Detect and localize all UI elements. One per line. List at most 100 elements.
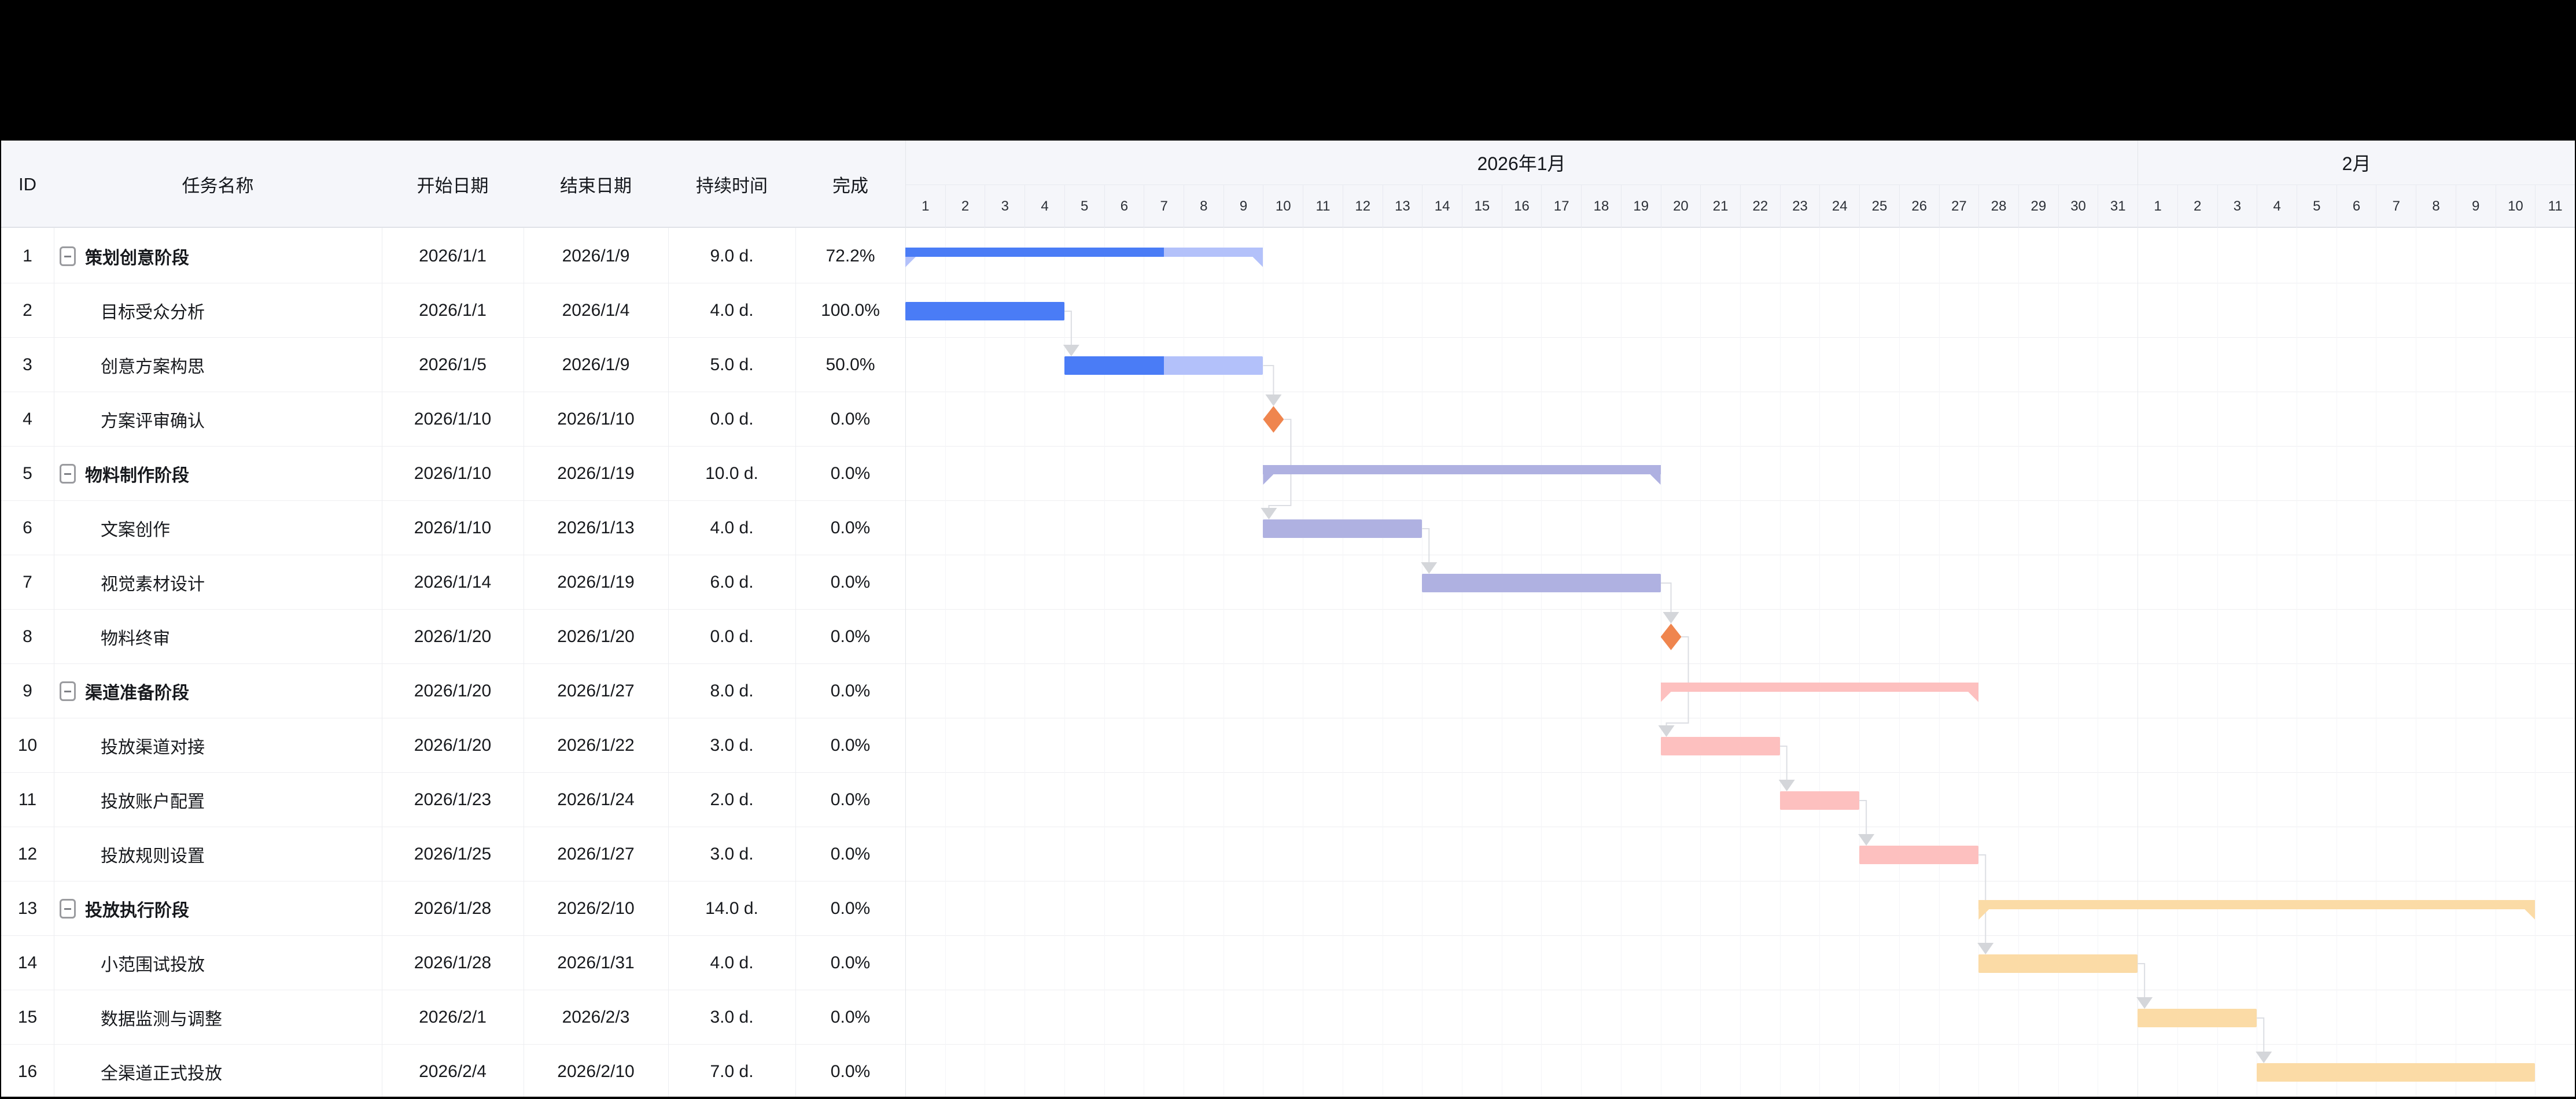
task-end-cell[interactable]: 2026/1/19: [557, 464, 635, 483]
table-row[interactable]: [1, 773, 2575, 827]
task-duration-cell[interactable]: 9.0 d.: [710, 246, 754, 265]
task-start-cell[interactable]: 2026/1/28: [414, 953, 492, 972]
task-bar[interactable]: [1422, 574, 1661, 592]
task-duration-cell[interactable]: 4.0 d.: [710, 518, 754, 537]
table-row[interactable]: [1, 338, 2575, 392]
task-duration-cell[interactable]: 7.0 d.: [710, 1062, 754, 1081]
task-percent-cell[interactable]: 50.0%: [826, 355, 875, 374]
task-name-cell[interactable]: 文案创作: [54, 501, 382, 555]
table-row[interactable]: [1, 664, 2575, 718]
task-start-cell[interactable]: 2026/1/10: [414, 464, 492, 483]
table-row[interactable]: [1, 610, 2575, 664]
task-percent-cell[interactable]: 0.0%: [830, 1008, 871, 1027]
task-start-cell[interactable]: 2026/1/25: [414, 844, 492, 864]
collapse-icon[interactable]: [60, 246, 76, 266]
summary-bar[interactable]: [1263, 465, 1661, 474]
table-row[interactable]: [1, 501, 2575, 555]
task-percent-cell[interactable]: 0.0%: [830, 681, 871, 700]
task-duration-cell[interactable]: 8.0 d.: [710, 681, 754, 700]
task-duration-cell[interactable]: 4.0 d.: [710, 953, 754, 972]
task-duration-cell[interactable]: 0.0 d.: [710, 627, 754, 646]
task-name-cell[interactable]: 目标受众分析: [54, 283, 382, 338]
table-row[interactable]: [1, 718, 2575, 773]
task-name-cell[interactable]: 数据监测与调整: [54, 990, 382, 1045]
task-bar[interactable]: [2138, 1009, 2257, 1027]
summary-bar[interactable]: [905, 248, 1263, 257]
task-start-cell[interactable]: 2026/1/5: [419, 355, 487, 374]
task-start-cell[interactable]: 2026/2/1: [419, 1008, 487, 1027]
table-row[interactable]: [1, 283, 2575, 338]
task-duration-cell[interactable]: 14.0 d.: [705, 899, 758, 918]
task-start-cell[interactable]: 2026/1/1: [419, 301, 487, 320]
task-duration-cell[interactable]: 2.0 d.: [710, 790, 754, 809]
task-name-cell[interactable]: 物料终审: [54, 610, 382, 664]
task-bar[interactable]: [2257, 1063, 2536, 1082]
task-end-cell[interactable]: 2026/1/13: [557, 518, 635, 537]
task-end-cell[interactable]: 2026/2/3: [562, 1008, 630, 1027]
task-bar[interactable]: [1064, 356, 1263, 375]
task-bar[interactable]: [905, 302, 1064, 320]
task-duration-cell[interactable]: 3.0 d.: [710, 1008, 754, 1027]
task-percent-cell[interactable]: 0.0%: [830, 573, 871, 592]
task-end-cell[interactable]: 2026/1/31: [557, 953, 635, 972]
task-percent-cell[interactable]: 0.0%: [830, 464, 871, 483]
task-end-cell[interactable]: 2026/2/10: [557, 899, 635, 918]
task-name-cell[interactable]: 投放账户配置: [54, 773, 382, 827]
task-name-cell[interactable]: 小范围试投放: [54, 936, 382, 990]
task-bar[interactable]: [1660, 737, 1780, 755]
task-end-cell[interactable]: 2026/1/27: [557, 844, 635, 864]
task-name-cell[interactable]: 渠道准备阶段: [54, 664, 382, 718]
collapse-icon[interactable]: [60, 681, 76, 701]
task-percent-cell[interactable]: 0.0%: [830, 953, 871, 972]
task-start-cell[interactable]: 2026/1/20: [414, 681, 492, 700]
task-start-cell[interactable]: 2026/1/10: [414, 518, 492, 537]
collapse-icon[interactable]: [60, 899, 76, 919]
task-percent-cell[interactable]: 0.0%: [830, 790, 871, 809]
task-end-cell[interactable]: 2026/1/20: [557, 627, 635, 646]
task-name-cell[interactable]: 投放渠道对接: [54, 718, 382, 773]
task-end-cell[interactable]: 2026/1/9: [562, 355, 630, 374]
task-name-cell[interactable]: 投放执行阶段: [54, 882, 382, 936]
task-end-cell[interactable]: 2026/2/10: [557, 1062, 635, 1081]
task-start-cell[interactable]: 2026/1/14: [414, 573, 492, 592]
task-name-cell[interactable]: 物料制作阶段: [54, 447, 382, 501]
task-percent-cell[interactable]: 0.0%: [830, 410, 871, 429]
task-duration-cell[interactable]: 4.0 d.: [710, 301, 754, 320]
table-row[interactable]: [1, 827, 2575, 882]
collapse-icon[interactable]: [60, 464, 76, 484]
task-end-cell[interactable]: 2026/1/9: [562, 246, 630, 265]
task-percent-cell[interactable]: 0.0%: [830, 899, 871, 918]
task-duration-cell[interactable]: 3.0 d.: [710, 844, 754, 864]
task-name-cell[interactable]: 策划创意阶段: [54, 229, 382, 283]
task-percent-cell[interactable]: 0.0%: [830, 736, 871, 755]
task-start-cell[interactable]: 2026/1/20: [414, 627, 492, 646]
task-end-cell[interactable]: 2026/1/10: [557, 410, 635, 429]
task-end-cell[interactable]: 2026/1/24: [557, 790, 635, 809]
task-duration-cell[interactable]: 6.0 d.: [710, 573, 754, 592]
summary-bar[interactable]: [1978, 900, 2536, 909]
summary-bar[interactable]: [1660, 683, 1979, 692]
task-percent-cell[interactable]: 0.0%: [830, 1062, 871, 1081]
task-end-cell[interactable]: 2026/1/4: [562, 301, 630, 320]
task-bar[interactable]: [1859, 846, 1979, 864]
table-row[interactable]: [1, 229, 2575, 283]
task-name-cell[interactable]: 全渠道正式投放: [54, 1045, 382, 1097]
task-name-cell[interactable]: 方案评审确认: [54, 392, 382, 447]
task-duration-cell[interactable]: 3.0 d.: [710, 736, 754, 755]
task-name-cell[interactable]: 创意方案构思: [54, 338, 382, 392]
task-end-cell[interactable]: 2026/1/27: [557, 681, 635, 700]
task-start-cell[interactable]: 2026/1/20: [414, 736, 492, 755]
task-start-cell[interactable]: 2026/1/28: [414, 899, 492, 918]
task-bar[interactable]: [1779, 791, 1860, 810]
task-percent-cell[interactable]: 72.2%: [826, 246, 875, 265]
task-bar[interactable]: [1263, 519, 1422, 538]
task-duration-cell[interactable]: 10.0 d.: [705, 464, 758, 483]
task-start-cell[interactable]: 2026/1/10: [414, 410, 492, 429]
table-row[interactable]: [1, 555, 2575, 610]
table-row[interactable]: [1, 882, 2575, 936]
task-end-cell[interactable]: 2026/1/22: [557, 736, 635, 755]
table-row[interactable]: [1, 990, 2575, 1045]
task-duration-cell[interactable]: 0.0 d.: [710, 410, 754, 429]
task-start-cell[interactable]: 2026/1/23: [414, 790, 492, 809]
task-start-cell[interactable]: 2026/1/1: [419, 246, 487, 265]
